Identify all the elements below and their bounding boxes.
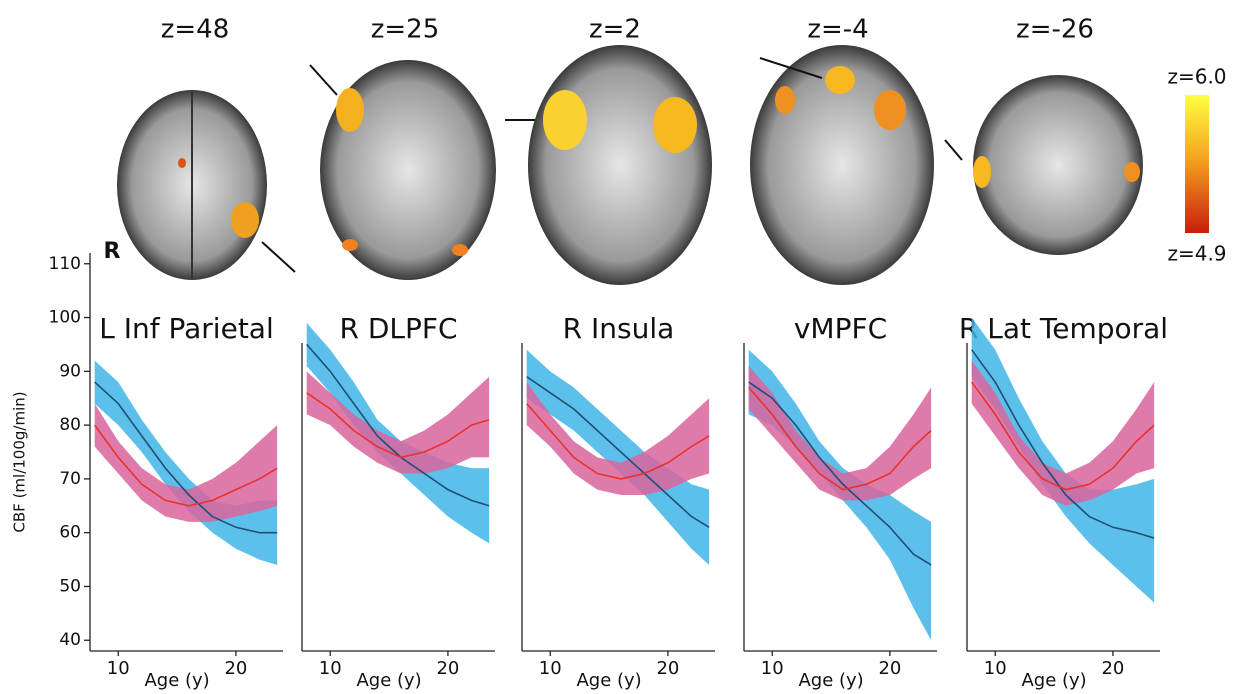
activation [178, 158, 186, 168]
x-tick-label: 20 [436, 658, 459, 679]
y-tick-label: 40 [59, 630, 81, 650]
y-tick-label: 50 [59, 576, 81, 596]
spaghetti-band [526, 349, 710, 565]
x-tick-label: 20 [656, 658, 679, 679]
slice-label: z=48 [161, 15, 230, 45]
spaghetti-band [306, 322, 490, 544]
y-tick-label: 90 [59, 361, 81, 381]
y-tick-label: 80 [59, 415, 81, 435]
spaghetti-band [971, 360, 1155, 506]
y-tick-label: 60 [59, 523, 81, 543]
x-tick-label: 10 [539, 658, 562, 679]
activation [874, 90, 906, 130]
mean-line [748, 386, 932, 491]
panel-title: R DLPFC [339, 312, 457, 345]
mean-line [526, 403, 710, 480]
panel-title: R Lat Temporal [959, 312, 1168, 345]
y-axis-label: CBF (ml/100g/min) [11, 391, 29, 532]
arrow [309, 64, 338, 96]
x-tick-label: 20 [224, 658, 247, 679]
brain-slice [973, 75, 1143, 255]
spaghetti-band [306, 371, 490, 474]
colorbar [1185, 95, 1209, 233]
spaghetti-band [748, 365, 932, 501]
x-axis-label: Age (y) [798, 670, 863, 691]
activation [452, 244, 468, 256]
activation [342, 239, 358, 251]
side-label: R [104, 239, 121, 264]
arrow [944, 139, 963, 161]
activation [825, 66, 855, 94]
mean-line [748, 381, 932, 566]
panel-title: vMPFC [794, 312, 887, 345]
x-tick-label: 20 [878, 658, 901, 679]
y-tick-label: 110 [49, 254, 81, 274]
arrow [261, 241, 296, 273]
slice-label: z=-4 [807, 15, 868, 45]
colorbar-max: z=6.0 [1167, 65, 1226, 89]
activation [543, 90, 587, 150]
x-tick-label: 10 [761, 658, 784, 679]
mean-line [526, 376, 710, 528]
spaghetti-band [971, 317, 1155, 603]
x-axis-label: Age (y) [576, 670, 641, 691]
panel-title: R Insula [563, 312, 675, 345]
mean-line [971, 381, 1155, 491]
x-tick-label: 10 [984, 658, 1007, 679]
mean-line [94, 424, 278, 507]
activation [231, 202, 259, 238]
y-tick-label: 100 [49, 308, 81, 328]
mean-line [306, 392, 490, 459]
x-axis-label: Age (y) [144, 670, 209, 691]
activation [1124, 162, 1140, 182]
x-tick-label: 10 [107, 658, 130, 679]
x-tick-label: 20 [1101, 658, 1124, 679]
spaghetti-band [526, 382, 710, 496]
brain-images [117, 45, 1209, 285]
arrow [759, 57, 823, 79]
slice-label: z=-26 [1016, 15, 1094, 45]
slice-label: z=25 [371, 15, 440, 45]
mean-line [971, 349, 1155, 539]
x-tick-label: 10 [319, 658, 342, 679]
panel-title: L Inf Parietal [99, 312, 273, 345]
brain-slice [528, 45, 712, 285]
y-tick-label: 70 [59, 469, 81, 489]
activation [973, 156, 991, 188]
colorbar-min: z=4.9 [1167, 242, 1226, 266]
activation [653, 97, 697, 153]
mean-line [94, 381, 278, 534]
activation [775, 86, 795, 114]
x-axis-label: Age (y) [1021, 670, 1086, 691]
brain-slice [320, 60, 496, 280]
x-axis-label: Age (y) [356, 670, 421, 691]
activation [336, 88, 364, 132]
slice-label: z=2 [589, 15, 641, 45]
